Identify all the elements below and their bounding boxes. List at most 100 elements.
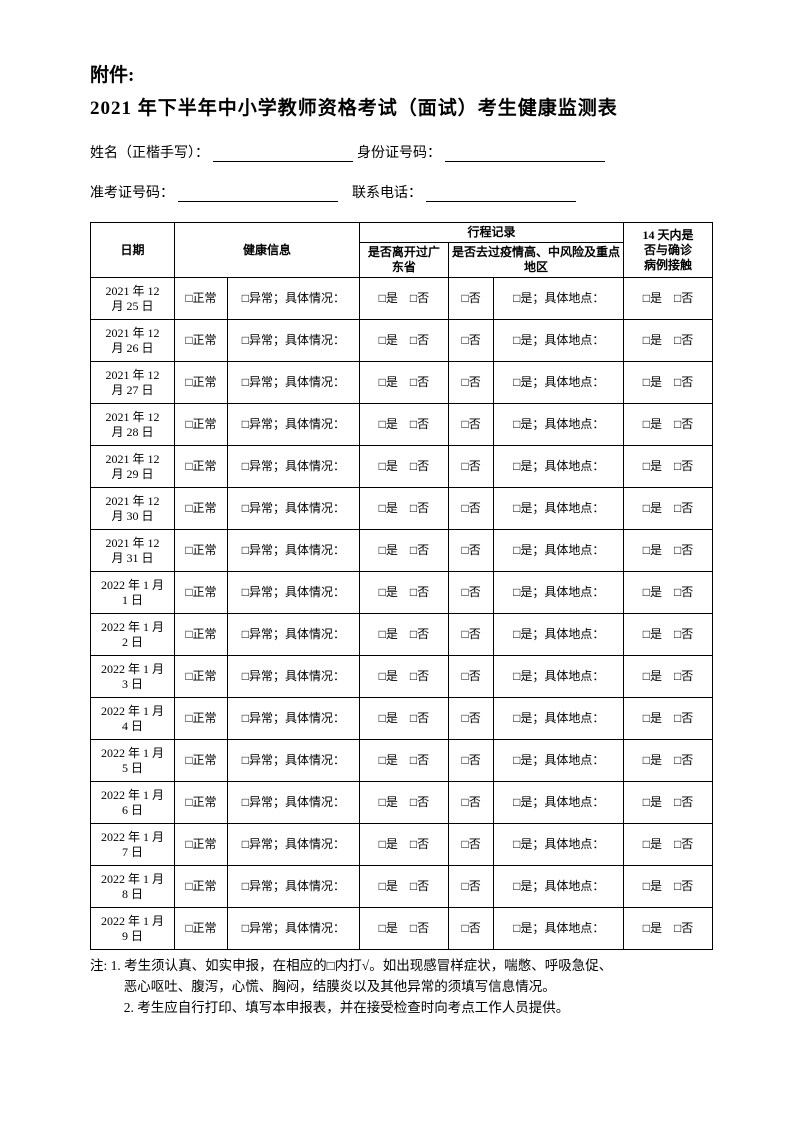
contact-cell[interactable]: □是 □否 (624, 572, 713, 614)
leave-gd-cell[interactable]: □是 □否 (359, 320, 448, 362)
abnormal-cell[interactable]: □异常；具体情况： (227, 530, 359, 572)
abnormal-cell[interactable]: □异常；具体情况： (227, 278, 359, 320)
leave-gd-cell[interactable]: □是 □否 (359, 698, 448, 740)
contact-cell[interactable]: □是 □否 (624, 320, 713, 362)
leave-gd-cell[interactable]: □是 □否 (359, 824, 448, 866)
risk-yes-cell[interactable]: □是；具体地点： (494, 908, 624, 950)
leave-gd-cell[interactable]: □是 □否 (359, 614, 448, 656)
risk-yes-cell[interactable]: □是；具体地点： (494, 656, 624, 698)
contact-cell[interactable]: □是 □否 (624, 362, 713, 404)
normal-checkbox-cell[interactable]: □正常 (175, 404, 228, 446)
abnormal-cell[interactable]: □异常；具体情况： (227, 908, 359, 950)
risk-yes-cell[interactable]: □是；具体地点： (494, 446, 624, 488)
risk-yes-cell[interactable]: □是；具体地点： (494, 362, 624, 404)
risk-yes-cell[interactable]: □是；具体地点： (494, 740, 624, 782)
normal-checkbox-cell[interactable]: □正常 (175, 824, 228, 866)
exam-no-input-line[interactable] (178, 184, 338, 202)
contact-cell[interactable]: □是 □否 (624, 278, 713, 320)
normal-checkbox-cell[interactable]: □正常 (175, 278, 228, 320)
risk-yes-cell[interactable]: □是；具体地点： (494, 572, 624, 614)
abnormal-cell[interactable]: □异常；具体情况： (227, 614, 359, 656)
risk-yes-cell[interactable]: □是；具体地点： (494, 614, 624, 656)
normal-checkbox-cell[interactable]: □正常 (175, 782, 228, 824)
normal-checkbox-cell[interactable]: □正常 (175, 614, 228, 656)
id-input-line[interactable] (445, 144, 605, 162)
contact-cell[interactable]: □是 □否 (624, 404, 713, 446)
risk-no-cell[interactable]: □否 (448, 404, 494, 446)
risk-yes-cell[interactable]: □是；具体地点： (494, 404, 624, 446)
risk-no-cell[interactable]: □否 (448, 656, 494, 698)
abnormal-cell[interactable]: □异常；具体情况： (227, 404, 359, 446)
abnormal-cell[interactable]: □异常；具体情况： (227, 320, 359, 362)
leave-gd-cell[interactable]: □是 □否 (359, 488, 448, 530)
risk-no-cell[interactable]: □否 (448, 614, 494, 656)
risk-yes-cell[interactable]: □是；具体地点： (494, 698, 624, 740)
risk-yes-cell[interactable]: □是；具体地点： (494, 488, 624, 530)
normal-checkbox-cell[interactable]: □正常 (175, 656, 228, 698)
leave-gd-cell[interactable]: □是 □否 (359, 866, 448, 908)
normal-checkbox-cell[interactable]: □正常 (175, 488, 228, 530)
leave-gd-cell[interactable]: □是 □否 (359, 908, 448, 950)
abnormal-cell[interactable]: □异常；具体情况： (227, 866, 359, 908)
risk-no-cell[interactable]: □否 (448, 488, 494, 530)
normal-checkbox-cell[interactable]: □正常 (175, 320, 228, 362)
abnormal-cell[interactable]: □异常；具体情况： (227, 446, 359, 488)
abnormal-cell[interactable]: □异常；具体情况： (227, 740, 359, 782)
abnormal-cell[interactable]: □异常；具体情况： (227, 782, 359, 824)
leave-gd-cell[interactable]: □是 □否 (359, 656, 448, 698)
contact-cell[interactable]: □是 □否 (624, 446, 713, 488)
leave-gd-cell[interactable]: □是 □否 (359, 446, 448, 488)
normal-checkbox-cell[interactable]: □正常 (175, 698, 228, 740)
normal-checkbox-cell[interactable]: □正常 (175, 740, 228, 782)
risk-yes-cell[interactable]: □是；具体地点： (494, 782, 624, 824)
contact-cell[interactable]: □是 □否 (624, 782, 713, 824)
risk-no-cell[interactable]: □否 (448, 530, 494, 572)
leave-gd-cell[interactable]: □是 □否 (359, 278, 448, 320)
abnormal-cell[interactable]: □异常；具体情况： (227, 488, 359, 530)
normal-checkbox-cell[interactable]: □正常 (175, 530, 228, 572)
abnormal-cell[interactable]: □异常；具体情况： (227, 362, 359, 404)
risk-no-cell[interactable]: □否 (448, 278, 494, 320)
risk-yes-cell[interactable]: □是；具体地点： (494, 530, 624, 572)
leave-gd-cell[interactable]: □是 □否 (359, 404, 448, 446)
risk-no-cell[interactable]: □否 (448, 446, 494, 488)
leave-gd-cell[interactable]: □是 □否 (359, 362, 448, 404)
normal-checkbox-cell[interactable]: □正常 (175, 446, 228, 488)
risk-yes-cell[interactable]: □是；具体地点： (494, 278, 624, 320)
contact-cell[interactable]: □是 □否 (624, 908, 713, 950)
risk-no-cell[interactable]: □否 (448, 782, 494, 824)
abnormal-cell[interactable]: □异常；具体情况： (227, 572, 359, 614)
contact-cell[interactable]: □是 □否 (624, 698, 713, 740)
risk-no-cell[interactable]: □否 (448, 740, 494, 782)
name-input-line[interactable] (213, 144, 353, 162)
risk-no-cell[interactable]: □否 (448, 320, 494, 362)
risk-no-cell[interactable]: □否 (448, 698, 494, 740)
contact-cell[interactable]: □是 □否 (624, 656, 713, 698)
leave-gd-cell[interactable]: □是 □否 (359, 572, 448, 614)
risk-no-cell[interactable]: □否 (448, 908, 494, 950)
contact-cell[interactable]: □是 □否 (624, 488, 713, 530)
contact-cell[interactable]: □是 □否 (624, 614, 713, 656)
normal-checkbox-cell[interactable]: □正常 (175, 362, 228, 404)
abnormal-cell[interactable]: □异常；具体情况： (227, 698, 359, 740)
contact-cell[interactable]: □是 □否 (624, 866, 713, 908)
contact-cell[interactable]: □是 □否 (624, 824, 713, 866)
risk-no-cell[interactable]: □否 (448, 362, 494, 404)
risk-no-cell[interactable]: □否 (448, 824, 494, 866)
normal-checkbox-cell[interactable]: □正常 (175, 572, 228, 614)
risk-yes-cell[interactable]: □是；具体地点： (494, 866, 624, 908)
normal-checkbox-cell[interactable]: □正常 (175, 908, 228, 950)
leave-gd-cell[interactable]: □是 □否 (359, 782, 448, 824)
contact-cell[interactable]: □是 □否 (624, 530, 713, 572)
leave-gd-cell[interactable]: □是 □否 (359, 740, 448, 782)
phone-input-line[interactable] (426, 184, 576, 202)
leave-gd-cell[interactable]: □是 □否 (359, 530, 448, 572)
risk-no-cell[interactable]: □否 (448, 866, 494, 908)
risk-yes-cell[interactable]: □是；具体地点： (494, 320, 624, 362)
risk-no-cell[interactable]: □否 (448, 572, 494, 614)
normal-checkbox-cell[interactable]: □正常 (175, 866, 228, 908)
risk-yes-cell[interactable]: □是；具体地点： (494, 824, 624, 866)
abnormal-cell[interactable]: □异常；具体情况： (227, 824, 359, 866)
contact-cell[interactable]: □是 □否 (624, 740, 713, 782)
abnormal-cell[interactable]: □异常；具体情况： (227, 656, 359, 698)
